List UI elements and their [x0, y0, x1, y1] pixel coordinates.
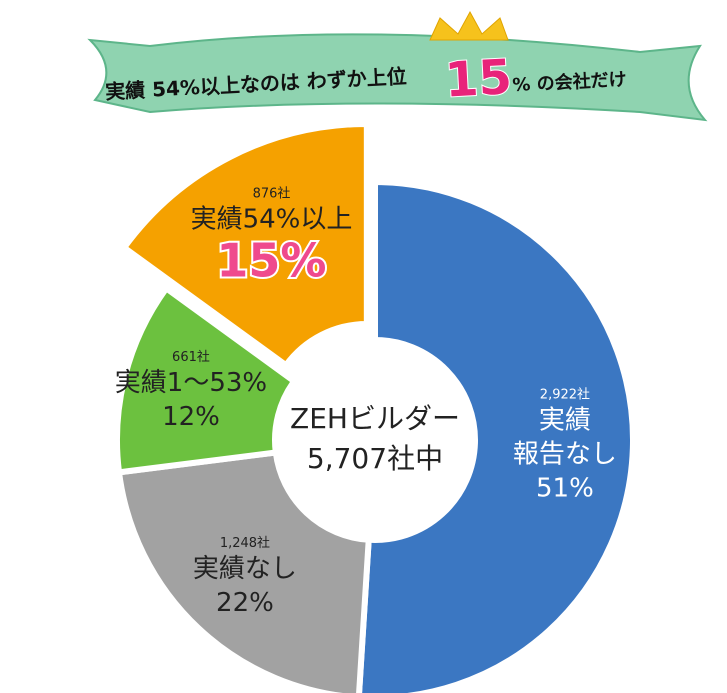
count-label: 661社	[172, 349, 210, 365]
donut-hole	[278, 343, 472, 537]
category-label: 報告なし	[513, 439, 617, 469]
value-label: 15%	[216, 233, 326, 287]
category-label: 実績なし	[193, 554, 297, 584]
category-label: 実績54%以上	[191, 204, 353, 234]
center-label: ZEHビルダー	[290, 402, 460, 435]
count-label: 2,922社	[540, 386, 590, 402]
donut-slice	[114, 284, 299, 476]
count-label: 876社	[253, 185, 291, 201]
crown	[429, 10, 509, 41]
category-label: 実績1〜53%	[115, 368, 267, 398]
banner: 実績 54%以上なのは わずか上位 15 % の会社だけ	[87, 10, 708, 122]
value-label: 12%	[162, 402, 220, 432]
value-label: 22%	[216, 588, 274, 618]
center-label: 5,707社中	[307, 442, 443, 475]
value-label: 51%	[536, 473, 594, 503]
banner-highlight: 15	[444, 49, 514, 108]
donut-slice	[356, 178, 636, 693]
count-label: 1,248社	[220, 535, 270, 551]
donut-slice	[115, 449, 372, 693]
category-label: 実績	[539, 405, 591, 435]
ribbon	[87, 33, 708, 122]
donut-slice	[119, 120, 370, 370]
